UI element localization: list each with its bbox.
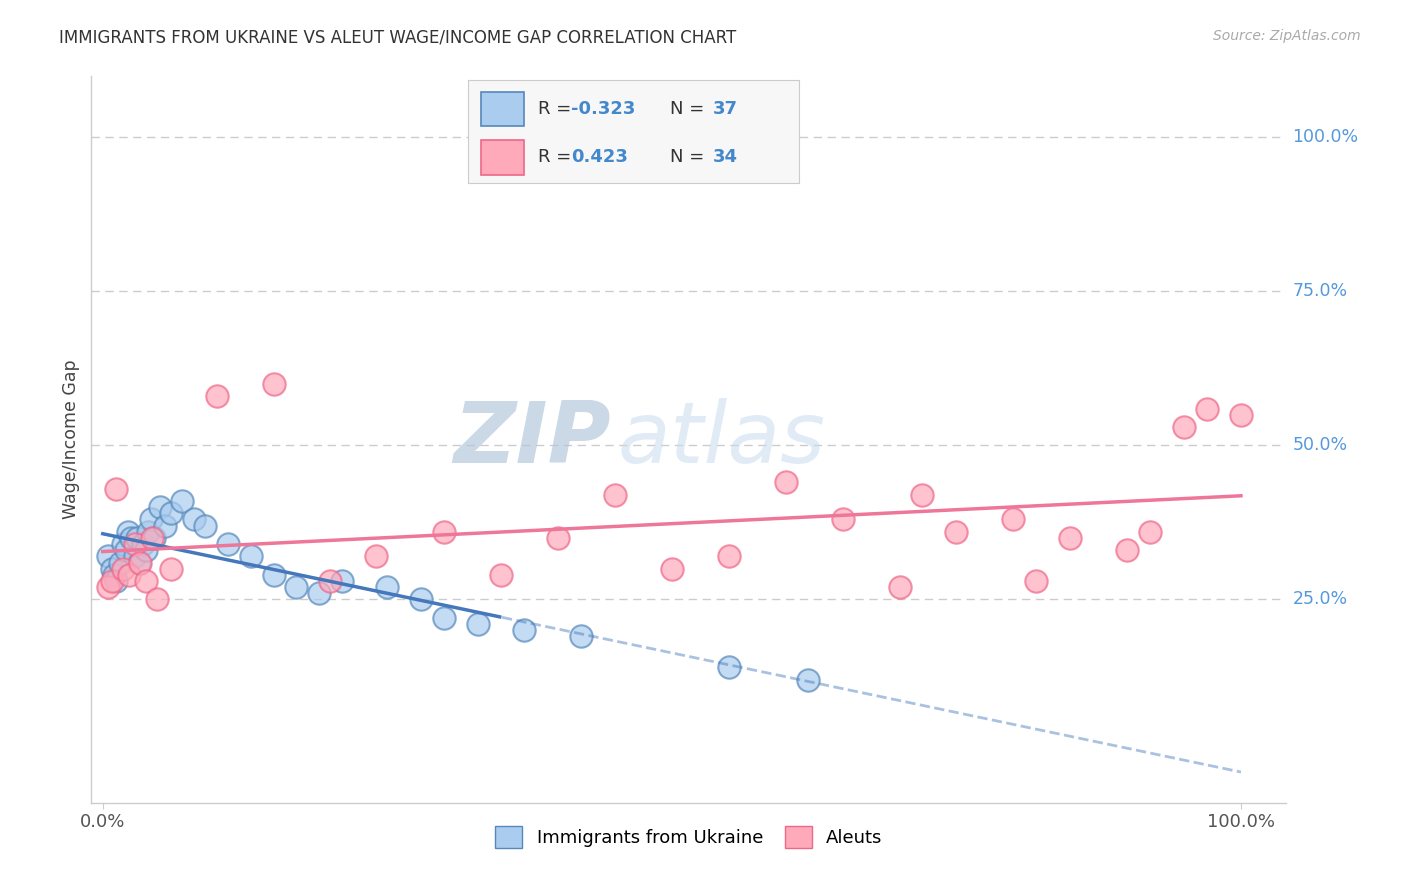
Point <box>120 531 142 545</box>
Point <box>433 524 456 539</box>
Point <box>263 376 285 391</box>
Point <box>911 488 934 502</box>
Point <box>205 389 228 403</box>
Text: 37: 37 <box>713 100 738 118</box>
Point <box>97 549 120 564</box>
Point <box>135 543 157 558</box>
Point <box>117 524 139 539</box>
Point <box>1230 408 1253 422</box>
Point <box>375 580 398 594</box>
Point <box>146 592 169 607</box>
Point <box>124 537 146 551</box>
Point <box>105 482 128 496</box>
Bar <box>481 140 524 175</box>
Text: -0.323: -0.323 <box>571 100 636 118</box>
Point <box>97 580 120 594</box>
Point <box>112 537 135 551</box>
Point <box>183 512 205 526</box>
Point <box>1116 543 1139 558</box>
Point <box>139 512 162 526</box>
Point <box>1195 401 1218 416</box>
Point <box>136 524 159 539</box>
Point <box>143 531 166 545</box>
Point <box>101 574 124 588</box>
Point <box>569 630 592 644</box>
Point <box>797 673 820 687</box>
Text: N =: N = <box>669 100 710 118</box>
Point <box>103 567 125 582</box>
Point <box>112 562 135 576</box>
Text: 100.0%: 100.0% <box>1292 128 1358 146</box>
Point <box>125 531 148 545</box>
Y-axis label: Wage/Income Gap: Wage/Income Gap <box>62 359 80 519</box>
Text: 34: 34 <box>713 148 738 166</box>
Legend: Immigrants from Ukraine, Aleuts: Immigrants from Ukraine, Aleuts <box>488 819 890 855</box>
Point <box>661 562 683 576</box>
Point <box>118 567 141 582</box>
Point <box>364 549 387 564</box>
Point <box>330 574 353 588</box>
Point <box>467 617 489 632</box>
Point <box>411 592 433 607</box>
Point <box>194 518 217 533</box>
Point <box>239 549 262 564</box>
Text: 0.423: 0.423 <box>571 148 627 166</box>
Point <box>128 556 150 570</box>
Text: Source: ZipAtlas.com: Source: ZipAtlas.com <box>1213 29 1361 43</box>
Point <box>149 500 172 514</box>
Point <box>108 556 131 570</box>
Point <box>101 562 124 576</box>
Point <box>217 537 239 551</box>
Point <box>717 660 740 674</box>
Text: ZIP: ZIP <box>454 398 612 481</box>
Point <box>945 524 967 539</box>
Point <box>775 475 797 490</box>
Bar <box>481 92 524 127</box>
Point <box>603 488 626 502</box>
Text: atlas: atlas <box>617 398 825 481</box>
Text: R =: R = <box>537 100 576 118</box>
Text: N =: N = <box>669 148 710 166</box>
Point <box>831 512 853 526</box>
Point <box>160 506 183 520</box>
Point <box>263 567 285 582</box>
Point <box>1002 512 1025 526</box>
Text: 50.0%: 50.0% <box>1292 436 1347 454</box>
Point <box>433 611 456 625</box>
Point <box>155 518 177 533</box>
Point <box>1139 524 1161 539</box>
Text: 25.0%: 25.0% <box>1292 591 1347 608</box>
Point <box>160 562 183 576</box>
Point <box>1025 574 1047 588</box>
Point <box>172 494 194 508</box>
Point <box>489 567 512 582</box>
Text: IMMIGRANTS FROM UKRAINE VS ALEUT WAGE/INCOME GAP CORRELATION CHART: IMMIGRANTS FROM UKRAINE VS ALEUT WAGE/IN… <box>59 29 737 46</box>
Text: R =: R = <box>537 148 576 166</box>
Point <box>319 574 342 588</box>
Point <box>129 556 152 570</box>
Point <box>889 580 911 594</box>
Point <box>513 624 536 638</box>
Point <box>141 531 163 545</box>
Text: 75.0%: 75.0% <box>1292 283 1347 301</box>
Point <box>1059 531 1081 545</box>
Point <box>114 543 136 558</box>
Point <box>547 531 569 545</box>
Point <box>1173 420 1195 434</box>
Point <box>105 574 128 588</box>
Point <box>308 586 330 600</box>
Point <box>285 580 308 594</box>
Point <box>135 574 157 588</box>
Point <box>124 549 146 564</box>
Point <box>717 549 740 564</box>
Point <box>131 537 153 551</box>
